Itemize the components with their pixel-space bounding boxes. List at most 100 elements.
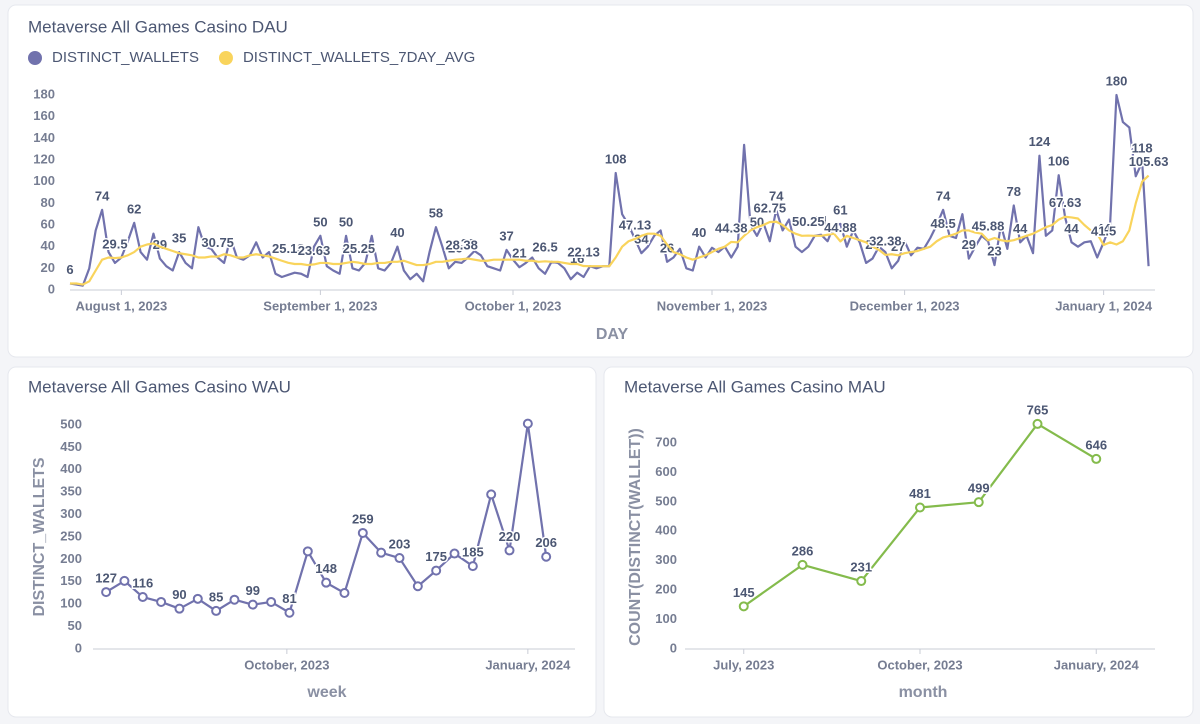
data-label: 25.25 (343, 241, 376, 256)
point (1091, 453, 1102, 464)
data-label: 47.13 (619, 217, 652, 232)
series-line (70, 174, 1150, 286)
x-tick-label: October, 2023 (877, 657, 962, 672)
point (211, 605, 222, 616)
point (119, 575, 130, 586)
point (357, 527, 368, 538)
data-label: 499 (968, 481, 990, 496)
legend-swatch (218, 51, 233, 65)
chart-title: Metaverse All Games Casino WAU (28, 377, 291, 396)
y-tick-label: 0 (48, 281, 55, 296)
data-label: 29.5 (102, 236, 127, 251)
x-tick-label: November 1, 2023 (657, 298, 768, 313)
y-tick-label: 50 (68, 618, 82, 633)
data-label: 105.63 (1129, 154, 1169, 169)
point (229, 594, 240, 605)
y-tick-label: 100 (655, 611, 677, 626)
x-tick-label: January, 2024 (1054, 657, 1140, 672)
data-label: 90 (172, 587, 186, 602)
chart-title: Metaverse All Games Casino DAU (28, 17, 288, 36)
point (266, 596, 277, 607)
x-tick-label: January 1, 2024 (1055, 298, 1153, 313)
data-label: 28.38 (445, 238, 478, 253)
data-label: 50.25 (792, 214, 825, 229)
data-label: 99 (246, 583, 260, 598)
y-tick-label: 100 (60, 596, 82, 611)
data-label: 37 (499, 228, 513, 243)
legend-label: DISTINCT_WALLETS_7DAY_AVG (243, 49, 475, 66)
data-label: 61 (833, 202, 847, 217)
y-tick-label: 120 (33, 151, 55, 166)
data-label: 74 (95, 188, 110, 203)
data-label: 116 (132, 575, 153, 590)
point (522, 418, 533, 429)
data-label: 40 (390, 225, 404, 240)
data-label: 29 (962, 237, 976, 252)
point (302, 546, 313, 557)
point (541, 551, 552, 562)
point (797, 559, 808, 570)
data-label: 48.5 (930, 216, 955, 231)
data-label: 21 (512, 246, 526, 261)
data-label: 74 (769, 188, 784, 203)
data-label: 108 (605, 151, 627, 166)
y-tick-label: 500 (655, 493, 677, 508)
data-label: 180 (1106, 73, 1128, 88)
y-axis-title: DISTINCT_WALLETS (31, 457, 48, 616)
y-tick-label: 80 (41, 195, 55, 210)
x-axis-title: week (306, 684, 346, 701)
y-tick-label: 140 (33, 130, 55, 145)
point (156, 596, 167, 607)
data-label: 25.13 (272, 241, 305, 256)
x-axis-title: month (899, 684, 948, 701)
data-label: 765 (1027, 402, 1049, 417)
point (247, 599, 258, 610)
data-label: 185 (462, 545, 484, 560)
y-tick-label: 200 (60, 551, 82, 566)
y-tick-label: 0 (75, 640, 82, 655)
data-label: 44 (1064, 221, 1079, 236)
data-label: 203 (389, 536, 411, 551)
data-label: 85 (209, 589, 223, 604)
card (7, 4, 1194, 358)
data-label: 23.63 (298, 243, 331, 258)
y-tick-label: 160 (33, 108, 55, 123)
data-label: 35 (172, 231, 186, 246)
data-label: 26 (448, 240, 462, 255)
y-tick-label: 400 (60, 461, 82, 476)
data-label: 30.75 (201, 235, 234, 250)
data-label: 50 (339, 214, 353, 229)
data-label: 148 (315, 561, 337, 576)
y-tick-label: 60 (41, 216, 55, 231)
point (321, 577, 332, 588)
x-tick-label: October 1, 2023 (465, 298, 562, 313)
point (431, 565, 442, 576)
data-label: 145 (733, 585, 755, 600)
x-tick-label: October, 2023 (244, 657, 329, 672)
y-tick-label: 450 (60, 439, 82, 454)
point (856, 576, 867, 587)
data-label: 106 (1048, 154, 1070, 169)
point (467, 561, 478, 572)
data-label: 58 (429, 206, 443, 221)
data-label: 206 (535, 535, 557, 550)
data-label: 41.5 (1091, 223, 1116, 238)
data-label: 78 (1007, 184, 1021, 199)
point (486, 489, 497, 500)
data-label: 127 (95, 571, 117, 586)
x-tick-label: August 1, 2023 (75, 298, 167, 313)
point (394, 553, 405, 564)
point (1032, 418, 1043, 429)
point (915, 502, 925, 513)
data-label: 22.13 (567, 244, 600, 259)
point (738, 601, 749, 612)
y-tick-label: 180 (33, 86, 55, 101)
y-axis-title: COUNT(DISTINCT(WALLET)) (627, 428, 644, 646)
data-label: 32.38 (869, 233, 902, 248)
data-label: 62.75 (754, 200, 787, 215)
data-label: 44.38 (715, 220, 748, 235)
chart-title: Metaverse All Games Casino MAU (624, 377, 886, 396)
data-label: 45.88 (972, 219, 1005, 234)
y-tick-label: 0 (670, 640, 677, 655)
